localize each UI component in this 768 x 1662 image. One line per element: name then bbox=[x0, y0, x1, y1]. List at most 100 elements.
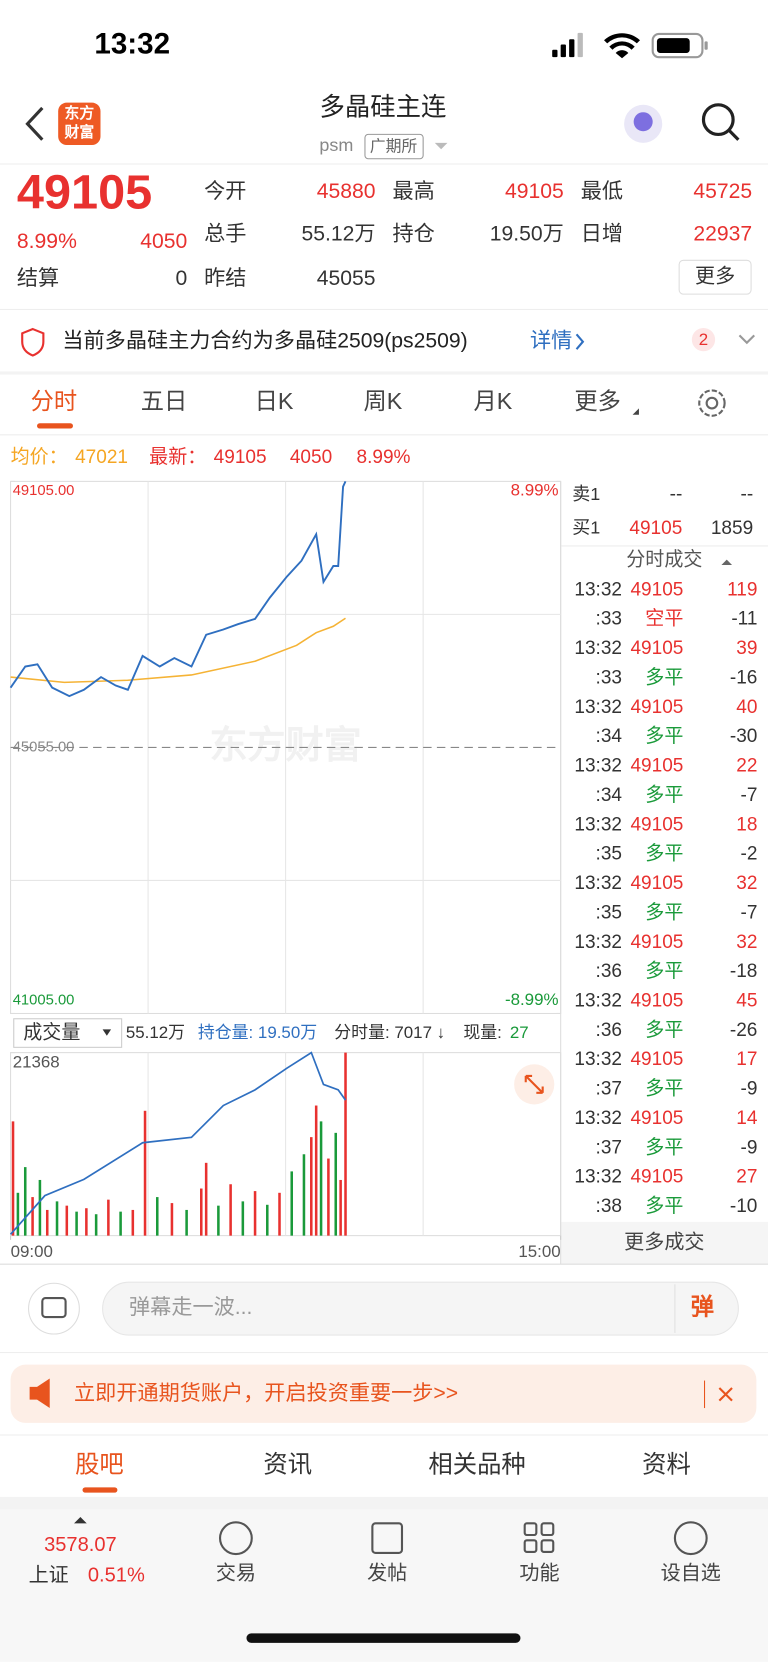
volume-bar bbox=[253, 1191, 257, 1236]
trade-price: 49105 bbox=[630, 932, 683, 953]
index-arrow bbox=[74, 1517, 87, 1524]
trade-price: 49105 bbox=[630, 1108, 683, 1129]
notice-expand[interactable] bbox=[738, 334, 755, 345]
volume-bar bbox=[200, 1188, 203, 1236]
nav-button[interactable]: 交易 bbox=[216, 1561, 256, 1584]
trade-price: 49105 bbox=[630, 697, 683, 718]
field-label: 最高 bbox=[392, 179, 434, 203]
section-tab[interactable]: 资讯 bbox=[263, 1452, 312, 1479]
section-indicator bbox=[82, 1487, 118, 1493]
exchange-name: 广期所 bbox=[370, 137, 418, 155]
trade-volume: 45 bbox=[736, 990, 757, 1011]
volume-bar bbox=[290, 1171, 294, 1236]
banner-icon bbox=[29, 1378, 50, 1409]
section-tab[interactable]: 相关品种 bbox=[428, 1452, 525, 1479]
current-volume-label: 现量: bbox=[463, 1023, 502, 1042]
tab-indicator bbox=[37, 423, 73, 429]
field-value: 45880 bbox=[317, 180, 376, 203]
nav-button[interactable]: 发帖 bbox=[367, 1561, 407, 1584]
volume-bar bbox=[75, 1211, 78, 1236]
page-title: 多晶硅主连 bbox=[320, 94, 447, 122]
book-volume: -- bbox=[741, 484, 754, 505]
divider bbox=[0, 308, 768, 311]
latest-value: 49105 bbox=[214, 447, 267, 468]
period-tab[interactable]: 周K bbox=[364, 388, 403, 414]
trade-price: 49105 bbox=[630, 638, 683, 659]
field-label: 今开 bbox=[204, 179, 246, 203]
trade-time: :37 bbox=[596, 1137, 622, 1158]
trade-price: 49105 bbox=[630, 1049, 683, 1070]
banner-close[interactable] bbox=[718, 1387, 733, 1402]
volume-bar bbox=[266, 1204, 269, 1236]
trade-price: 多平 bbox=[645, 1195, 683, 1217]
volume-selector-label[interactable]: 成交量 bbox=[23, 1022, 80, 1044]
field-value: 0 bbox=[175, 267, 187, 290]
more-button[interactable] bbox=[678, 259, 752, 295]
banner[interactable] bbox=[10, 1364, 757, 1423]
comment-placeholder: 弹幕走一波... bbox=[129, 1295, 252, 1319]
volume-bar bbox=[334, 1132, 338, 1236]
volume-bar bbox=[339, 1179, 342, 1236]
section-tab[interactable]: 股吧 bbox=[75, 1452, 124, 1479]
field-label: 日增 bbox=[581, 221, 623, 245]
field-value: 45725 bbox=[693, 180, 752, 203]
volume-bar bbox=[131, 1209, 135, 1236]
divider bbox=[0, 1351, 768, 1354]
section-tab[interactable]: 资料 bbox=[642, 1452, 691, 1479]
volume-bar bbox=[23, 1167, 27, 1236]
volume-bar bbox=[45, 1209, 49, 1236]
sort-arrow[interactable] bbox=[721, 559, 733, 565]
selector-caret bbox=[102, 1029, 112, 1036]
y-tick-label: 45055.00 bbox=[13, 739, 75, 755]
trade-volume: -26 bbox=[730, 1020, 758, 1041]
trade-price: 多平 bbox=[645, 784, 683, 806]
search-button[interactable] bbox=[701, 103, 740, 141]
trade-time: 13:32 bbox=[574, 990, 622, 1011]
more-caret bbox=[632, 408, 639, 415]
trade-volume: 27 bbox=[736, 1167, 757, 1188]
trade-price: 49105 bbox=[630, 579, 683, 600]
period-tab[interactable]: 更多 bbox=[574, 388, 621, 414]
period-tab[interactable]: 月K bbox=[474, 388, 513, 414]
period-tab[interactable]: 分时 bbox=[31, 388, 78, 414]
more-button[interactable]: 更多 bbox=[695, 265, 735, 288]
volume-bar bbox=[143, 1110, 147, 1236]
notice-link[interactable]: 详情 bbox=[530, 328, 572, 352]
more-trades-bg bbox=[560, 1221, 768, 1265]
trade-volume: 39 bbox=[736, 638, 757, 659]
volume-bar bbox=[155, 1197, 159, 1236]
watermark: 东方财富 bbox=[209, 724, 361, 767]
more-trades-button[interactable]: 更多成交 bbox=[624, 1230, 704, 1253]
trade-volume: 32 bbox=[736, 873, 757, 894]
x-tick-label: 09:00 bbox=[11, 1242, 53, 1261]
price-line bbox=[9, 480, 347, 698]
logo-text: 东方 bbox=[65, 104, 95, 122]
trade-time: :33 bbox=[596, 609, 622, 630]
comment-input[interactable] bbox=[102, 1281, 739, 1336]
exchange-tag bbox=[364, 133, 424, 160]
exchange-dropdown[interactable] bbox=[434, 142, 448, 150]
divider bbox=[0, 1434, 768, 1436]
danmaku-button[interactable]: 弹 bbox=[691, 1294, 714, 1320]
nav-button[interactable]: 功能 bbox=[519, 1561, 559, 1584]
back-button[interactable] bbox=[25, 106, 44, 141]
period-tab[interactable]: 五日 bbox=[141, 388, 188, 414]
volume-bar bbox=[119, 1211, 122, 1236]
home-indicator bbox=[246, 1633, 521, 1643]
period-tab[interactable]: 日K bbox=[255, 388, 294, 414]
trade-volume: -11 bbox=[731, 609, 757, 630]
book-side: 卖1 bbox=[572, 484, 600, 504]
field-value: 45055 bbox=[317, 267, 376, 290]
field-value: 49105 bbox=[505, 180, 564, 203]
trade-time: :38 bbox=[596, 1196, 622, 1217]
latest-change: 4050 bbox=[290, 447, 332, 468]
nav-button[interactable]: 设自选 bbox=[661, 1561, 721, 1584]
trade-time: 13:32 bbox=[574, 1049, 622, 1070]
trade-time: 13:32 bbox=[574, 756, 622, 777]
volume-selector[interactable] bbox=[13, 1018, 123, 1048]
danmaku-toggle[interactable] bbox=[28, 1282, 80, 1335]
trade-price: 49105 bbox=[630, 990, 683, 1011]
trade-time: 13:32 bbox=[574, 814, 622, 835]
trade-volume: -10 bbox=[730, 1196, 758, 1217]
settings-icon[interactable] bbox=[698, 389, 726, 417]
